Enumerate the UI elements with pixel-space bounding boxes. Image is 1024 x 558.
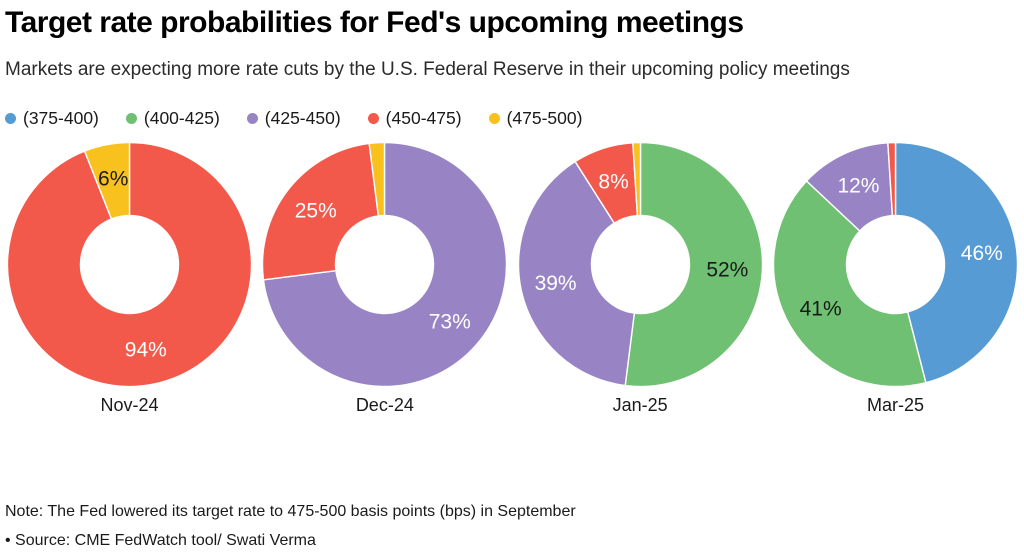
slice-label: 73% (429, 311, 471, 334)
legend-item-400-425: (400-425) (125, 108, 220, 129)
slice-label: 6% (98, 168, 128, 191)
legend-item-label: (475-500) (506, 108, 583, 129)
slice-label: 39% (534, 272, 576, 295)
donut-slice-450-475 (6, 141, 253, 388)
donut-caption: Jan-25 (612, 395, 668, 416)
donut-chart-Dec-24: 73% 25% Dec-24 (261, 141, 508, 416)
donut-chart-Mar-25: 46% 41% 12% Mar-25 (772, 141, 1019, 416)
legend-dot-icon (488, 113, 500, 125)
legend-dot-icon (367, 113, 379, 125)
donut-slice-450-475 (887, 141, 897, 217)
donut-slice-425-450 (517, 160, 635, 387)
chart-title: Target rate probabilities for Fed's upco… (5, 6, 744, 39)
donut-slice-400-425 (772, 180, 927, 388)
donut-svg: 94% 6% (6, 141, 253, 388)
slice-label: 41% (800, 297, 842, 320)
donut-slice-475-500 (83, 141, 131, 220)
donut-svg: 52% 39% 8% (517, 141, 763, 388)
donut-slice-475-500 (631, 141, 641, 217)
slice-label: 52% (706, 259, 748, 282)
donut-slice-475-500 (368, 141, 386, 217)
donut-caption: Dec-24 (355, 395, 414, 416)
donut-slice-400-425 (624, 141, 763, 388)
donut-chart-Jan-25: 52% 39% 8% Jan-25 (517, 141, 764, 416)
donut-svg: 46% 41% 12% (772, 141, 1019, 388)
footer-source: • Source: CME FedWatch tool/ Swati Verma (5, 532, 316, 549)
donut-slice-375-400 (894, 141, 1019, 384)
legend-item-label: (425-450) (264, 108, 341, 129)
legend-item-475-500: (475-500) (488, 108, 583, 129)
legend-item-425-450: (425-450) (246, 108, 341, 129)
slice-label: 46% (961, 242, 1003, 265)
donut-svg: 73% 25% (262, 141, 508, 388)
donut-chart-Nov-24: 94% 6% Nov-24 (6, 141, 253, 416)
donut-slice-450-475 (262, 142, 380, 281)
legend: (375-400) (400-425) (425-450) (450-475) (475… (5, 108, 1020, 129)
legend-dot-icon (125, 113, 137, 125)
slice-label: 25% (295, 200, 337, 223)
legend-dot-icon (246, 113, 258, 125)
legend-item-375-400: (375-400) (5, 108, 99, 129)
donut-caption: Mar-25 (866, 395, 924, 416)
slice-label: 12% (837, 174, 879, 197)
slice-label: 8% (598, 170, 628, 193)
chart-subtitle: Markets are expecting more rate cuts by … (5, 58, 850, 80)
legend-item-label: (375-400) (23, 108, 99, 129)
slice-label: 94% (125, 339, 167, 362)
donut-caption: Nov-24 (100, 395, 159, 416)
donut-slice-425-450 (263, 141, 508, 388)
donut-charts: 94% 6% Nov-24 73% 25% Dec-24 52% 39% 8% Jan-25 46%… (5, 141, 1020, 416)
legend-item-label: (450-475) (385, 108, 462, 129)
footer-note: Note: The Fed lowered its target rate to… (5, 503, 576, 520)
legend-dot-icon (5, 113, 16, 125)
legend-item-label: (400-425) (143, 108, 220, 129)
legend-item-450-475: (450-475) (367, 108, 462, 129)
chart-footer: Note: The Fed lowered its target rate to… (5, 503, 576, 550)
